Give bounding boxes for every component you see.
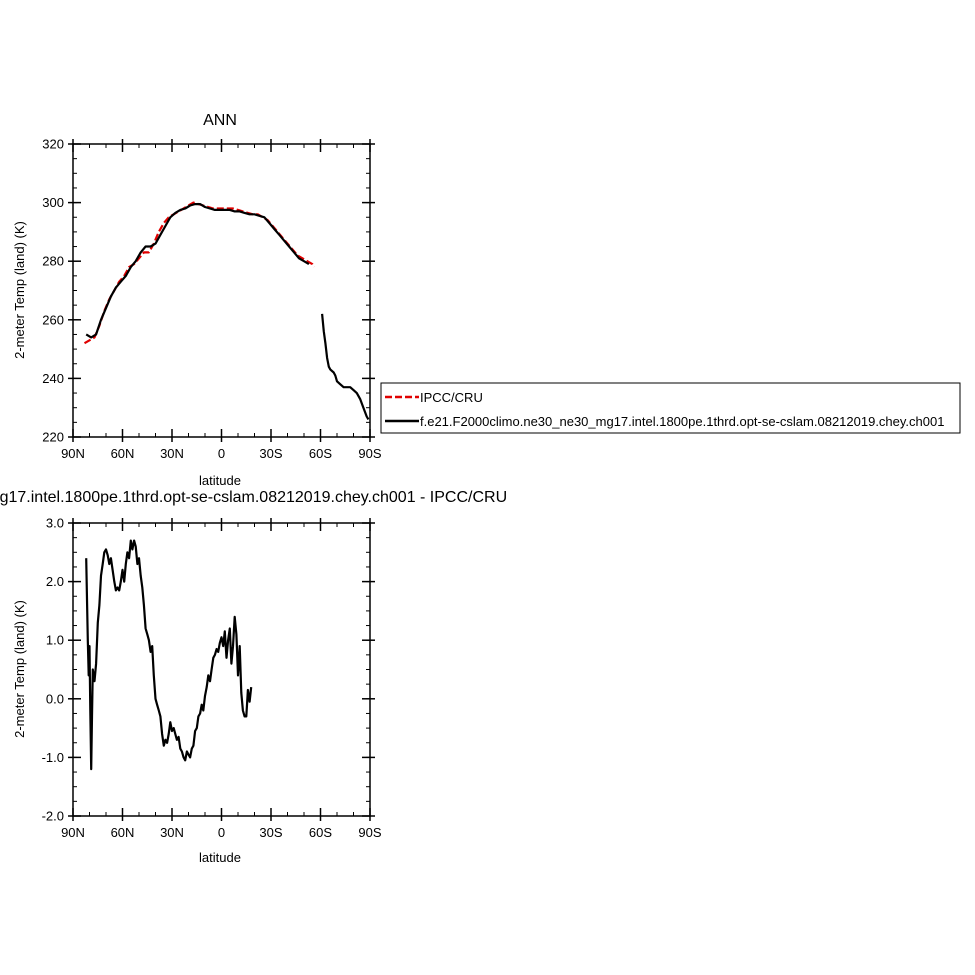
x-tick-label: 30N [160, 446, 184, 461]
y-tick-label: 300 [42, 195, 64, 210]
x-tick-label: 0 [218, 446, 225, 461]
bottom-y-axis-label: 2-meter Temp (land) (K) [12, 600, 27, 738]
x-tick-label: 90N [61, 825, 85, 840]
x-tick-label: 30S [259, 825, 282, 840]
x-tick-label: 30N [160, 825, 184, 840]
bottom-panel: _ne30_mg17.intel.1800pe.1thrd.opt-se-csl… [0, 489, 507, 865]
plot-frame [72, 522, 371, 817]
bottom-chart-title: _ne30_mg17.intel.1800pe.1thrd.opt-se-csl… [0, 489, 507, 506]
x-tick-label: 60S [309, 825, 332, 840]
top-panel: ANN 90N 60N 30N 0 30S 60S 90S 220 240 260 280 300 32… [12, 112, 382, 488]
y-tick-label: 0.0 [46, 691, 64, 706]
legend-box [380, 382, 961, 434]
top-x-axis-label: latitude [199, 473, 241, 488]
series-line-0-segment-0 [83, 201, 315, 345]
y-tick-label: 320 [42, 137, 64, 152]
legend-label-ipcc-cru: IPCC/CRU [420, 390, 483, 405]
y-tick-label: -1.0 [42, 750, 64, 765]
x-tick-label: 0 [218, 825, 225, 840]
top-plot-area: 90N 60N 30N 0 30S 60S 90S 220 240 260 280 300 320 [42, 137, 382, 462]
y-tick-label: 280 [42, 254, 64, 269]
top-chart-title: ANN [203, 112, 237, 129]
y-tick-label: -2.0 [42, 809, 64, 824]
y-tick-label: 240 [42, 371, 64, 386]
series-line-1-segment-0 [85, 203, 310, 339]
x-tick-label: 30S [259, 446, 282, 461]
x-tick-label: 90N [61, 446, 85, 461]
y-tick-label: 2.0 [46, 574, 64, 589]
y-tick-label: 1.0 [46, 633, 64, 648]
x-tick-label: 90S [358, 446, 381, 461]
x-tick-label: 60S [309, 446, 332, 461]
x-tick-label: 60N [111, 825, 135, 840]
y-tick-label: 220 [42, 430, 64, 445]
bottom-x-axis-label: latitude [199, 850, 241, 865]
x-tick-label: 60N [111, 446, 135, 461]
top-y-axis-label: 2-meter Temp (land) (K) [12, 221, 27, 359]
x-tick-label: 90S [358, 825, 381, 840]
plot-frame [72, 143, 371, 438]
y-tick-label: 3.0 [46, 516, 64, 531]
bottom-plot-area: 90N 60N 30N 0 30S 60S 90S -2.0 -1.0 0.0 1.0 2.0 3.0 [42, 516, 382, 841]
legend-label-model: f.e21.F2000climo.ne30_ne30_mg17.intel.18… [420, 414, 944, 429]
series-line-1-segment-1 [321, 313, 370, 420]
legend: IPCC/CRU f.e21.F2000climo.ne30_ne30_mg17… [380, 382, 961, 434]
y-tick-label: 260 [42, 312, 64, 327]
series-line-0-segment-0 [85, 539, 253, 771]
